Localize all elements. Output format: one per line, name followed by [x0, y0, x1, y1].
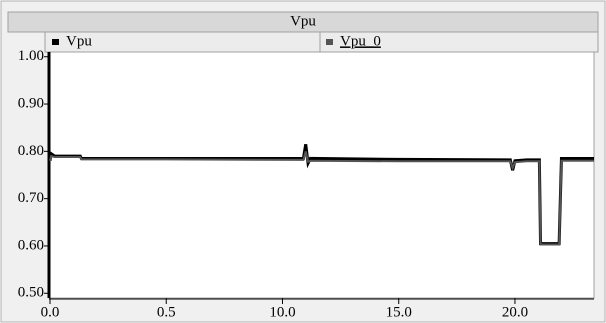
- legend-swatch: [326, 39, 333, 45]
- legend-bar: [44, 31, 599, 53]
- x-tick-label: 10.0: [269, 304, 295, 320]
- y-tick-label: 0.60: [18, 237, 44, 253]
- y-tick-label: 1.00: [18, 48, 44, 64]
- y-tick-label: 0.80: [18, 143, 44, 159]
- x-tick-label: 15.0: [386, 304, 412, 320]
- plot-area: [48, 51, 595, 299]
- y-tick-label: 0.90: [18, 95, 44, 111]
- series-line: [49, 151, 594, 246]
- legend-swatch: [52, 39, 59, 45]
- y-tick-label: 0.50: [18, 285, 44, 301]
- x-tick-label: 20.0: [502, 304, 528, 320]
- chart-title: Vpu: [290, 13, 316, 29]
- x-tick-label: 0.0: [41, 304, 60, 320]
- legend-label: Vpu_0: [340, 33, 381, 49]
- x-tick-label: 0.5: [157, 304, 176, 320]
- y-tick-label: 0.70: [18, 190, 44, 206]
- legend-label: Vpu: [66, 33, 92, 49]
